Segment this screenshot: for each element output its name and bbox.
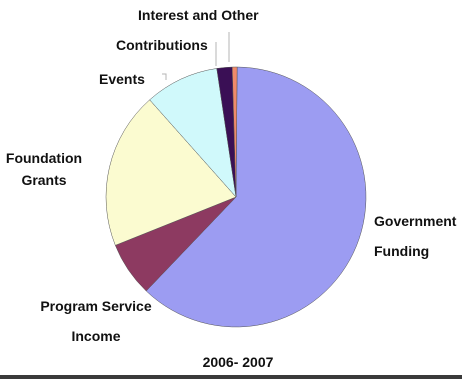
slice-label: Events — [99, 71, 145, 87]
footer-divider — [0, 375, 462, 379]
slice-label-line: Interest and Other — [138, 7, 259, 23]
pie-slice — [231, 66, 238, 198]
slice-label-line: Grants — [21, 172, 66, 188]
pie-slice — [145, 66, 367, 328]
slice-labels: Government Funding Program Service Income Fo… — [6, 7, 457, 344]
leader-lines — [162, 32, 230, 80]
pie-slice — [105, 99, 237, 246]
slice-label-line: Events — [99, 71, 145, 87]
slice-label: Contributions — [116, 37, 208, 53]
slice-label: Program Service Income — [40, 298, 151, 344]
chart-subtitle: 2006- 2007 — [203, 354, 274, 370]
slice-label-line: Foundation — [6, 150, 82, 166]
slice-label-line: Funding — [374, 243, 429, 259]
slice-label-line: Program Service — [40, 298, 151, 314]
leader-line — [162, 73, 167, 80]
slice-label-line: Government — [374, 213, 457, 229]
slice-label: Foundation Grants — [6, 150, 82, 188]
slice-label-line: Contributions — [116, 37, 208, 53]
slice-label: Government Funding — [374, 213, 457, 259]
slice-label-line: Income — [71, 328, 120, 344]
slice-label: Interest and Other — [138, 7, 259, 23]
pie-slices — [105, 66, 367, 328]
